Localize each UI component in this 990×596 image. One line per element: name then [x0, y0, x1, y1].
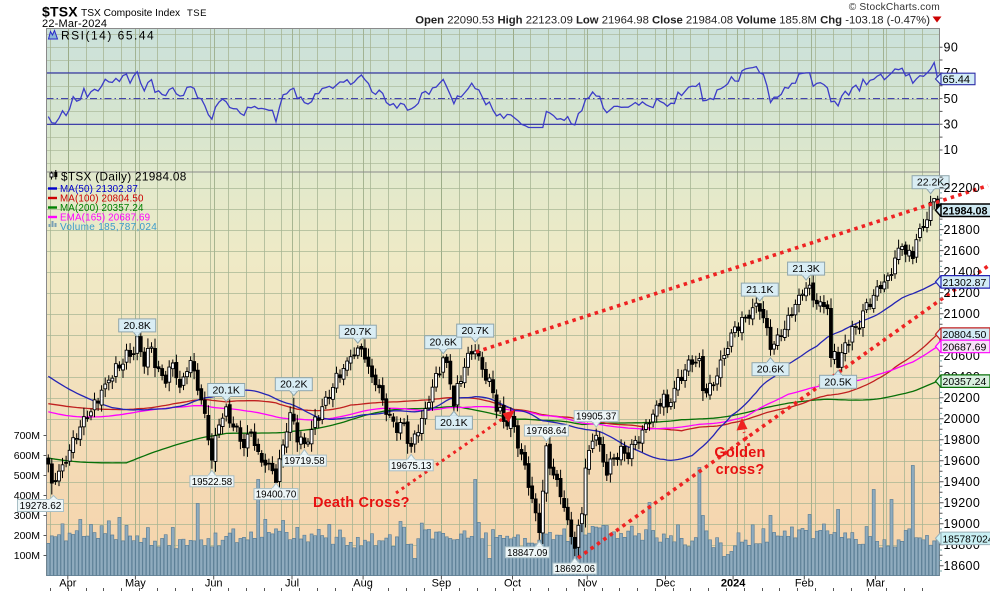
svg-text:10: 10 — [944, 143, 959, 157]
svg-text:20.6K: 20.6K — [429, 337, 456, 349]
svg-text:19905.37: 19905.37 — [576, 412, 616, 423]
svg-text:500M: 500M — [14, 470, 40, 482]
svg-text:20.7K: 20.7K — [461, 325, 488, 337]
svg-text:20.8K: 20.8K — [123, 320, 150, 332]
svg-text:600M: 600M — [14, 450, 40, 462]
svg-text:21302.87: 21302.87 — [943, 277, 987, 289]
svg-text:100M: 100M — [14, 550, 40, 562]
svg-text:19000: 19000 — [944, 517, 981, 531]
svg-text:22200: 22200 — [944, 181, 981, 195]
svg-text:Death Cross?: Death Cross? — [313, 495, 410, 511]
svg-text:RSI(14) 65.44: RSI(14) 65.44 — [61, 29, 155, 43]
svg-text:19600: 19600 — [944, 454, 981, 468]
svg-text:20.6K: 20.6K — [757, 364, 784, 376]
svg-text:19400.70: 19400.70 — [256, 490, 297, 501]
svg-text:Open 22090.53 High 22123.09 Lo: Open 22090.53 High 22123.09 Low 21964.98… — [415, 15, 930, 27]
svg-text:22-Mar-2024: 22-Mar-2024 — [42, 18, 107, 30]
svg-text:50: 50 — [944, 92, 959, 106]
svg-text:90: 90 — [944, 40, 959, 54]
svg-text:19522.58: 19522.58 — [192, 477, 232, 488]
svg-text:18847.09: 18847.09 — [507, 548, 547, 559]
svg-text:Golden: Golden — [714, 445, 765, 461]
svg-text:cross?: cross? — [716, 462, 765, 478]
svg-text:21984.08: 21984.08 — [943, 205, 988, 217]
svg-text:19768.64: 19768.64 — [526, 426, 567, 437]
svg-text:19675.13: 19675.13 — [391, 461, 431, 472]
svg-text:18600: 18600 — [944, 559, 981, 573]
svg-text:21.3K: 21.3K — [792, 263, 819, 275]
svg-text:21000: 21000 — [944, 307, 981, 321]
svg-text:300M: 300M — [14, 510, 40, 522]
svg-text:$TSX (Daily) 21984.08: $TSX (Daily) 21984.08 — [61, 170, 187, 184]
svg-text:65.44: 65.44 — [943, 74, 971, 86]
svg-text:400M: 400M — [14, 490, 40, 502]
svg-text:18692.06: 18692.06 — [555, 564, 595, 575]
svg-text:20.7K: 20.7K — [344, 326, 371, 338]
svg-text:30: 30 — [944, 118, 959, 132]
svg-text:20.5K: 20.5K — [824, 376, 851, 388]
svg-text:20.1K: 20.1K — [212, 385, 239, 397]
svg-text:21.1K: 21.1K — [746, 284, 773, 296]
svg-text:© StockCharts.com: © StockCharts.com — [849, 2, 940, 13]
svg-text:19400: 19400 — [944, 475, 981, 489]
svg-text:Volume 185,787,024: Volume 185,787,024 — [60, 222, 157, 233]
svg-text:20.2K: 20.2K — [280, 379, 307, 391]
svg-text:TSE: TSE — [187, 8, 207, 19]
svg-text:20.1K: 20.1K — [440, 417, 467, 429]
svg-text:19200: 19200 — [944, 496, 981, 510]
svg-text:185787024: 185787024 — [943, 534, 990, 545]
svg-text:20357.24: 20357.24 — [943, 376, 987, 388]
svg-text:21600: 21600 — [944, 244, 981, 258]
svg-text:200M: 200M — [14, 530, 40, 542]
svg-text:19719.58: 19719.58 — [284, 456, 324, 467]
svg-text:20200: 20200 — [944, 391, 981, 405]
svg-text:700M: 700M — [14, 430, 40, 442]
svg-text:19800: 19800 — [944, 433, 981, 447]
svg-text:20804.50: 20804.50 — [943, 329, 987, 341]
svg-text:21800: 21800 — [944, 223, 981, 237]
svg-text:20687.69: 20687.69 — [943, 342, 987, 354]
svg-text:20000: 20000 — [944, 412, 981, 426]
